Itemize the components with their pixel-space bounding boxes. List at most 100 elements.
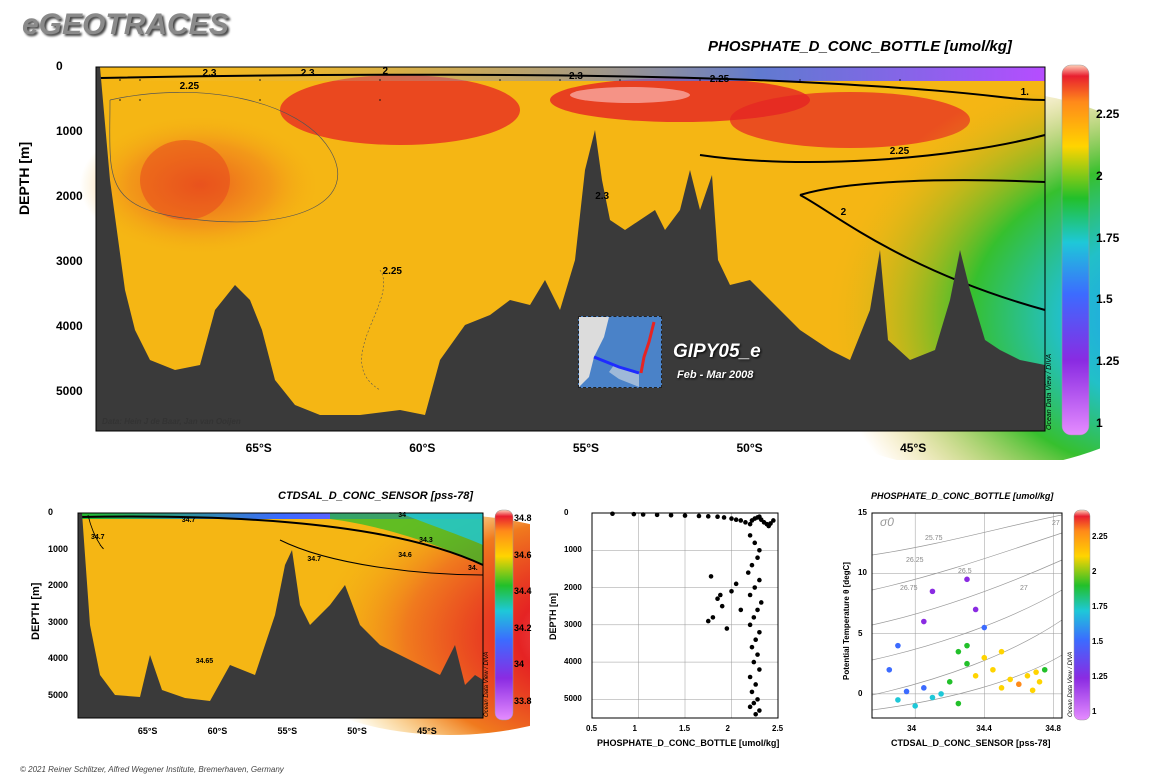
data-point [755, 652, 760, 657]
sigma-contour-label: 26.75 [900, 585, 918, 592]
data-point [752, 585, 758, 590]
contour-label: 1. [1020, 87, 1029, 98]
contour-label: 2.25 [889, 145, 910, 157]
data-point [715, 514, 720, 520]
x-tick-label: 1 [632, 724, 637, 733]
colorbar-tick-label: 1.75 [1092, 602, 1108, 611]
data-point [749, 562, 755, 568]
data-point [747, 521, 753, 527]
odv-label-br: Ocean Data View / DIVA [1068, 651, 1074, 717]
data-point [757, 708, 762, 713]
data-point [768, 521, 773, 526]
y-tick-label: 10 [858, 568, 867, 578]
contour-label: 34. [468, 564, 478, 572]
br-y-label: Potential Temperature θ [degC] [842, 562, 851, 680]
data-point [654, 512, 660, 518]
cruise-label: GIPY05_e [673, 341, 761, 362]
br-x-label: CTDSAL_D_CONC_SENSOR [pss-78] [891, 738, 1051, 748]
x-tick-label: 65°S [137, 726, 158, 736]
data-point [757, 577, 762, 583]
contour-label: 2.3 [202, 67, 217, 79]
sigma-contour-label: 27 [1052, 520, 1060, 527]
data-point [929, 694, 936, 701]
phosphate-profile-plot [591, 511, 779, 719]
sigma-contour-label: 26.25 [906, 557, 924, 564]
data-point [743, 520, 748, 525]
data-point [682, 513, 688, 518]
odv-label-bl: Ocean Data View / DIVA [484, 651, 490, 717]
x-tick-label: 45°S [417, 726, 437, 736]
data-point [668, 512, 674, 518]
contour-label: 34.6 [398, 551, 412, 559]
data-point [1041, 666, 1048, 673]
egeotraces-logo: eGEOTRACES [22, 8, 229, 41]
data-point [729, 516, 734, 521]
y-tick-label: 1000 [56, 124, 83, 138]
colorbar-tick-label: 34.6 [514, 549, 532, 560]
data-point [705, 514, 711, 519]
colorbar-tick-label: 2 [1092, 567, 1097, 576]
data-point [912, 703, 918, 709]
y-tick-label: 2000 [56, 189, 83, 203]
data-point [758, 600, 764, 605]
y-tick-label: 0 [858, 688, 863, 698]
contour-label: 2 [840, 207, 847, 219]
colorbar-tick-label: 1.75 [1096, 230, 1120, 245]
x-tick-label: 50°S [736, 441, 763, 455]
x-tick-label: 34.4 [976, 724, 992, 733]
colorbar-tick-label: 34.2 [514, 622, 532, 633]
data-point [964, 660, 970, 667]
data-point [738, 607, 744, 613]
data-point [708, 574, 714, 579]
x-tick-label: 60°S [207, 726, 228, 736]
data-point [747, 674, 753, 680]
colorbar-tick-label: 1 [1092, 707, 1097, 716]
y-tick-label: 5000 [564, 694, 582, 704]
data-point [946, 679, 953, 685]
data-point [964, 576, 970, 583]
colorbar-tick-label: 34 [514, 659, 525, 670]
data-point [752, 540, 758, 546]
main-chart-title: PHOSPHATE_D_CONC_BOTTLE [umol/kg] [708, 38, 1012, 55]
data-point [1024, 672, 1031, 679]
data-point [757, 667, 762, 672]
x-tick-label: 55°S [572, 441, 600, 455]
contour-label: 34.7 [90, 533, 105, 541]
br-chart-title: PHOSPHATE_D_CONC_BOTTLE [umol/kg] [871, 491, 1054, 501]
copyright: © 2021 Reiner Schlitzer, Alfred Wegener … [20, 765, 284, 774]
data-point [753, 682, 758, 687]
x-tick-label: 45°S [900, 441, 927, 455]
main-section-plot [80, 64, 1100, 460]
contour-label: 2 [382, 66, 389, 78]
y-tick-label: 2000 [48, 580, 69, 591]
colorbar-tick-label: 1.5 [1096, 292, 1113, 307]
y-tick-label: 5000 [48, 690, 69, 701]
data-credit: Data: Hein J de Baar, Jan van Ooijen [102, 417, 241, 426]
y-tick-label: 1000 [564, 545, 582, 555]
x-tick-label: 34.8 [1045, 724, 1061, 733]
data-point [955, 648, 962, 655]
data-point [981, 624, 988, 631]
y-tick-label: 2000 [564, 582, 582, 592]
data-point [753, 637, 758, 643]
data-point [747, 592, 753, 598]
data-point [729, 588, 734, 594]
colorbar-tick-label: 34.4 [514, 586, 532, 597]
data-point [710, 615, 716, 620]
bl-y-label: DEPTH [m] [30, 582, 42, 640]
y-tick-label: 1000 [48, 543, 69, 554]
data-point [771, 518, 776, 523]
contour-label: 34.7 [181, 517, 196, 525]
x-tick-label: 2 [725, 724, 730, 733]
data-point [719, 603, 725, 609]
data-point [981, 654, 988, 661]
y-tick-label: 5 [858, 628, 863, 638]
data-point [747, 622, 753, 628]
y-tick-label: 3000 [564, 619, 582, 629]
ts-diagram-plot [871, 509, 1091, 721]
bm-y-label: DEPTH [m] [548, 593, 558, 640]
data-point [718, 592, 723, 598]
main-y-label: DEPTH [m] [16, 141, 32, 215]
contour-label: 2.3 [595, 191, 610, 202]
data-point [747, 533, 753, 538]
